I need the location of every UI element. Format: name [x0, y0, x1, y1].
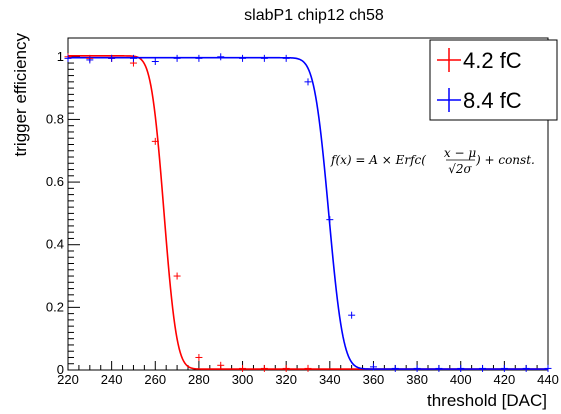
data-point	[304, 364, 312, 372]
x-tick-label: 220	[57, 372, 79, 387]
data-point	[304, 78, 312, 86]
data-point	[500, 364, 508, 372]
data-point	[217, 53, 225, 61]
data-point	[173, 272, 181, 280]
data-point	[282, 54, 290, 62]
data-point	[413, 364, 421, 372]
x-tick-label: 360	[363, 372, 385, 387]
x-tick-label: 280	[188, 372, 210, 387]
fit-curve	[68, 56, 548, 370]
x-tick-label: 380	[406, 372, 428, 387]
data-point	[195, 54, 203, 62]
data-point	[129, 54, 137, 62]
legend-label: 8.4 fC	[463, 88, 522, 113]
x-tick-label: 340	[319, 372, 341, 387]
x-tick-label: 300	[232, 372, 254, 387]
formula-lhs: f(x) = A × Erfc(	[330, 153, 426, 167]
data-point	[173, 54, 181, 62]
data-point	[217, 361, 225, 369]
legend-label: 4.2 fC	[463, 48, 522, 73]
data-point	[151, 57, 159, 65]
legend-box	[429, 39, 558, 121]
x-tick-label: 420	[494, 372, 516, 387]
data-point	[391, 364, 399, 372]
data-point	[522, 364, 530, 372]
data-point	[239, 54, 247, 62]
data-point	[260, 54, 268, 62]
legend: 4.2 fC 8.4 fC	[429, 39, 558, 121]
data-point	[239, 364, 247, 372]
data-point	[195, 353, 203, 361]
chart-title: slabP1 chip12 ch58	[244, 7, 384, 24]
formula-rhs: ) + const.	[475, 153, 535, 167]
data-points	[64, 53, 552, 372]
y-tick-label: 0.4	[46, 237, 64, 252]
x-tick-label: 260	[144, 372, 166, 387]
data-point	[457, 364, 465, 372]
data-point	[64, 54, 72, 62]
data-point	[151, 137, 159, 145]
x-tick-label: 240	[101, 372, 123, 387]
data-point	[282, 364, 290, 372]
legend-entry: 8.4 fC	[437, 88, 522, 113]
formula-denominator: √2σ	[448, 162, 472, 176]
x-tick-label: 400	[450, 372, 472, 387]
x-tick-label: 440	[537, 372, 559, 387]
data-point	[260, 364, 268, 372]
y-axis-ticks	[68, 56, 80, 371]
x-axis-title: threshold [DAC]	[427, 391, 547, 410]
data-point	[348, 311, 356, 319]
x-tick-labels: 220 240 260 280 300 320 340 360 380 400 420 440	[57, 372, 559, 387]
y-tick-label: 0	[57, 362, 64, 377]
data-point	[108, 54, 116, 62]
y-tick-label: 1	[57, 49, 64, 64]
x-tick-label: 320	[275, 372, 297, 387]
legend-entry: 4.2 fC	[437, 48, 522, 73]
data-point	[544, 364, 552, 372]
fit-formula: f(x) = A × Erfc( x − μ √2σ ) + const.	[330, 146, 535, 176]
data-point	[369, 363, 377, 371]
data-point	[326, 216, 334, 224]
y-tick-label: 0.2	[46, 299, 64, 314]
y-tick-label: 0.8	[46, 111, 64, 126]
y-tick-labels: 0 0.2 0.4 0.6 0.8 1	[46, 49, 64, 377]
data-point	[86, 56, 94, 64]
y-axis-title: trigger efficiency	[11, 33, 30, 157]
data-point	[435, 364, 443, 372]
data-point	[479, 364, 487, 372]
formula-numerator: x − μ	[444, 146, 476, 160]
y-tick-label: 0.6	[46, 174, 64, 189]
